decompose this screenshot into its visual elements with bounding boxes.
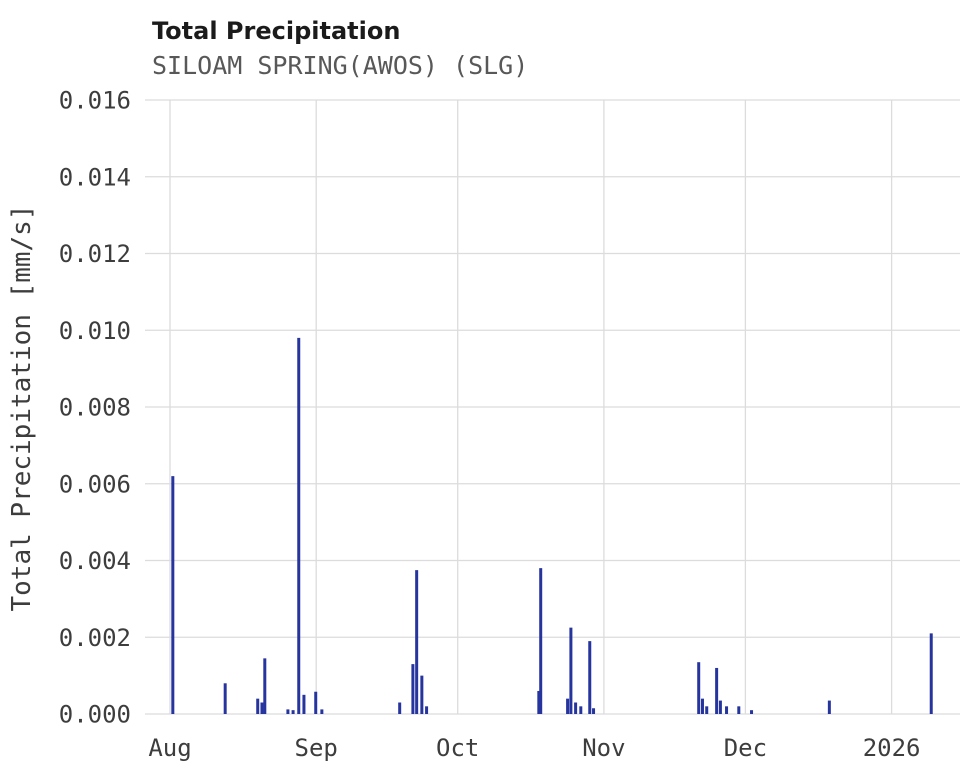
x-tick-label: Sep [295,734,338,762]
y-tick-label: 0.008 [59,394,131,422]
y-axis-label: Total Precipitation [mm/s] [7,205,37,612]
gridlines [145,99,960,715]
y-tick-label: 0.016 [59,87,131,115]
y-tick-label: 0.014 [59,163,131,191]
data-spikes [171,337,933,714]
x-tick-label: Dec [724,734,767,762]
y-tick-label: 0.010 [59,317,131,345]
x-tick-label: 2026 [863,734,921,762]
y-tick-label: 0.004 [59,547,131,575]
x-tick-label: Aug [148,734,191,762]
y-tick-label: 0.006 [59,470,131,498]
x-tick-label: Oct [436,734,479,762]
tick-labels: 0.000 0.002 0.004 0.006 0.008 0.010 0.012 0.014… [59,87,921,763]
chart-title: Total Precipitation [152,17,401,45]
y-tick-label: 0.000 [59,701,131,729]
chart-subtitle: SILOAM SPRING(AWOS) (SLG) [152,51,529,80]
x-tick-label: Nov [582,734,625,762]
y-tick-label: 0.012 [59,240,131,268]
y-tick-label: 0.002 [59,624,131,652]
